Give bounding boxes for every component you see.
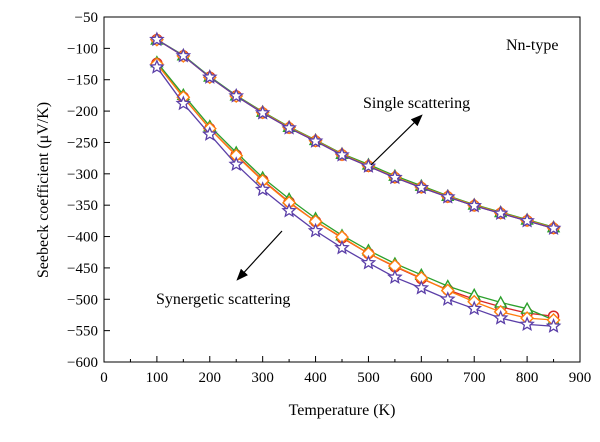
- data-point-star: [281, 119, 297, 135]
- y-tick-label: −100: [67, 41, 98, 57]
- data-point-star: [334, 239, 350, 255]
- y-tick-label: −500: [67, 292, 98, 308]
- x-tick-label: 900: [569, 370, 592, 386]
- x-axis-title: Temperature (K): [289, 402, 396, 419]
- data-point-star: [334, 146, 350, 162]
- series-synergetic-diamond: [149, 57, 561, 327]
- x-tick-label: 0: [100, 370, 108, 386]
- data-point-star: [519, 316, 535, 331]
- data-point-star: [228, 156, 245, 172]
- data-point-star: [387, 269, 403, 284]
- data-point-star: [228, 87, 245, 103]
- data-point-star: [413, 279, 430, 295]
- x-tick-label: 400: [304, 370, 327, 386]
- data-point-star: [492, 309, 509, 325]
- plot-frame: [103, 16, 581, 363]
- data-point-star: [149, 31, 165, 47]
- axes: 0 100 200 300 400 500 600 700 800 900 −50 −100 −150 −…: [67, 10, 591, 386]
- y-axis-title: Seebeck coefficient (μV/K): [35, 102, 52, 278]
- x-tick-label: 200: [199, 370, 222, 386]
- series-line: [156, 39, 554, 229]
- data-point-star: [360, 158, 377, 173]
- data-point-star: [413, 179, 430, 195]
- data-point-star: [545, 220, 562, 236]
- x-tick-label: 100: [146, 370, 169, 386]
- x-tick-label: 800: [516, 370, 539, 386]
- data-point-star: [175, 47, 192, 63]
- data-point-star: [281, 202, 297, 218]
- data-point-star: [307, 133, 324, 148]
- series-group: [149, 31, 562, 333]
- y-tick-label: −50: [75, 10, 98, 26]
- series-single-star: [149, 31, 562, 236]
- x-tick-label: 500: [357, 370, 380, 386]
- data-point-star: [175, 95, 192, 111]
- series-line: [156, 63, 554, 321]
- synergetic-scattering-arrow: [236, 230, 283, 281]
- data-point-star: [254, 181, 271, 197]
- data-point-star: [201, 69, 218, 84]
- x-tick-label: 600: [410, 370, 433, 386]
- y-tick-label: −350: [67, 198, 98, 214]
- y-tick-label: −250: [67, 135, 98, 151]
- y-tick-label: −400: [67, 230, 98, 246]
- series-line: [156, 39, 554, 230]
- x-tick-label: 300: [251, 370, 274, 386]
- series-synergetic-star: [149, 58, 562, 333]
- series-line: [156, 39, 554, 230]
- data-point-star: [466, 197, 483, 213]
- x-tick-label: 700: [463, 370, 486, 386]
- y-tick-label: −300: [67, 167, 98, 183]
- series-synergetic-circle: [151, 57, 560, 322]
- data-point-star: [519, 212, 535, 228]
- data-point-star: [545, 318, 562, 333]
- data-point-star: [439, 291, 456, 306]
- series-line: [156, 66, 554, 327]
- y-tick-label: −450: [67, 261, 98, 277]
- single-scattering-label: Single scattering: [363, 95, 470, 112]
- data-point-star: [439, 188, 456, 204]
- data-point-star: [254, 104, 271, 120]
- type-label: Nn-type: [506, 37, 558, 54]
- data-point-star: [149, 58, 165, 74]
- y-tick-label: −200: [67, 104, 98, 120]
- data-point-star: [307, 222, 324, 238]
- y-tick-label: −600: [67, 355, 98, 371]
- synergetic-scattering-label: Synergetic scattering: [156, 291, 290, 308]
- series-line: [156, 63, 554, 317]
- data-point-star: [387, 169, 403, 185]
- data-point-star: [492, 205, 509, 220]
- data-point-star: [466, 300, 483, 316]
- data-point-star: [201, 126, 218, 141]
- y-tick-label: −550: [67, 324, 98, 340]
- series-line: [156, 61, 554, 321]
- data-point-star: [360, 254, 377, 270]
- y-tick-label: −150: [67, 73, 98, 89]
- series-synergetic-triangle: [150, 55, 561, 326]
- single-scattering-arrow: [370, 114, 423, 166]
